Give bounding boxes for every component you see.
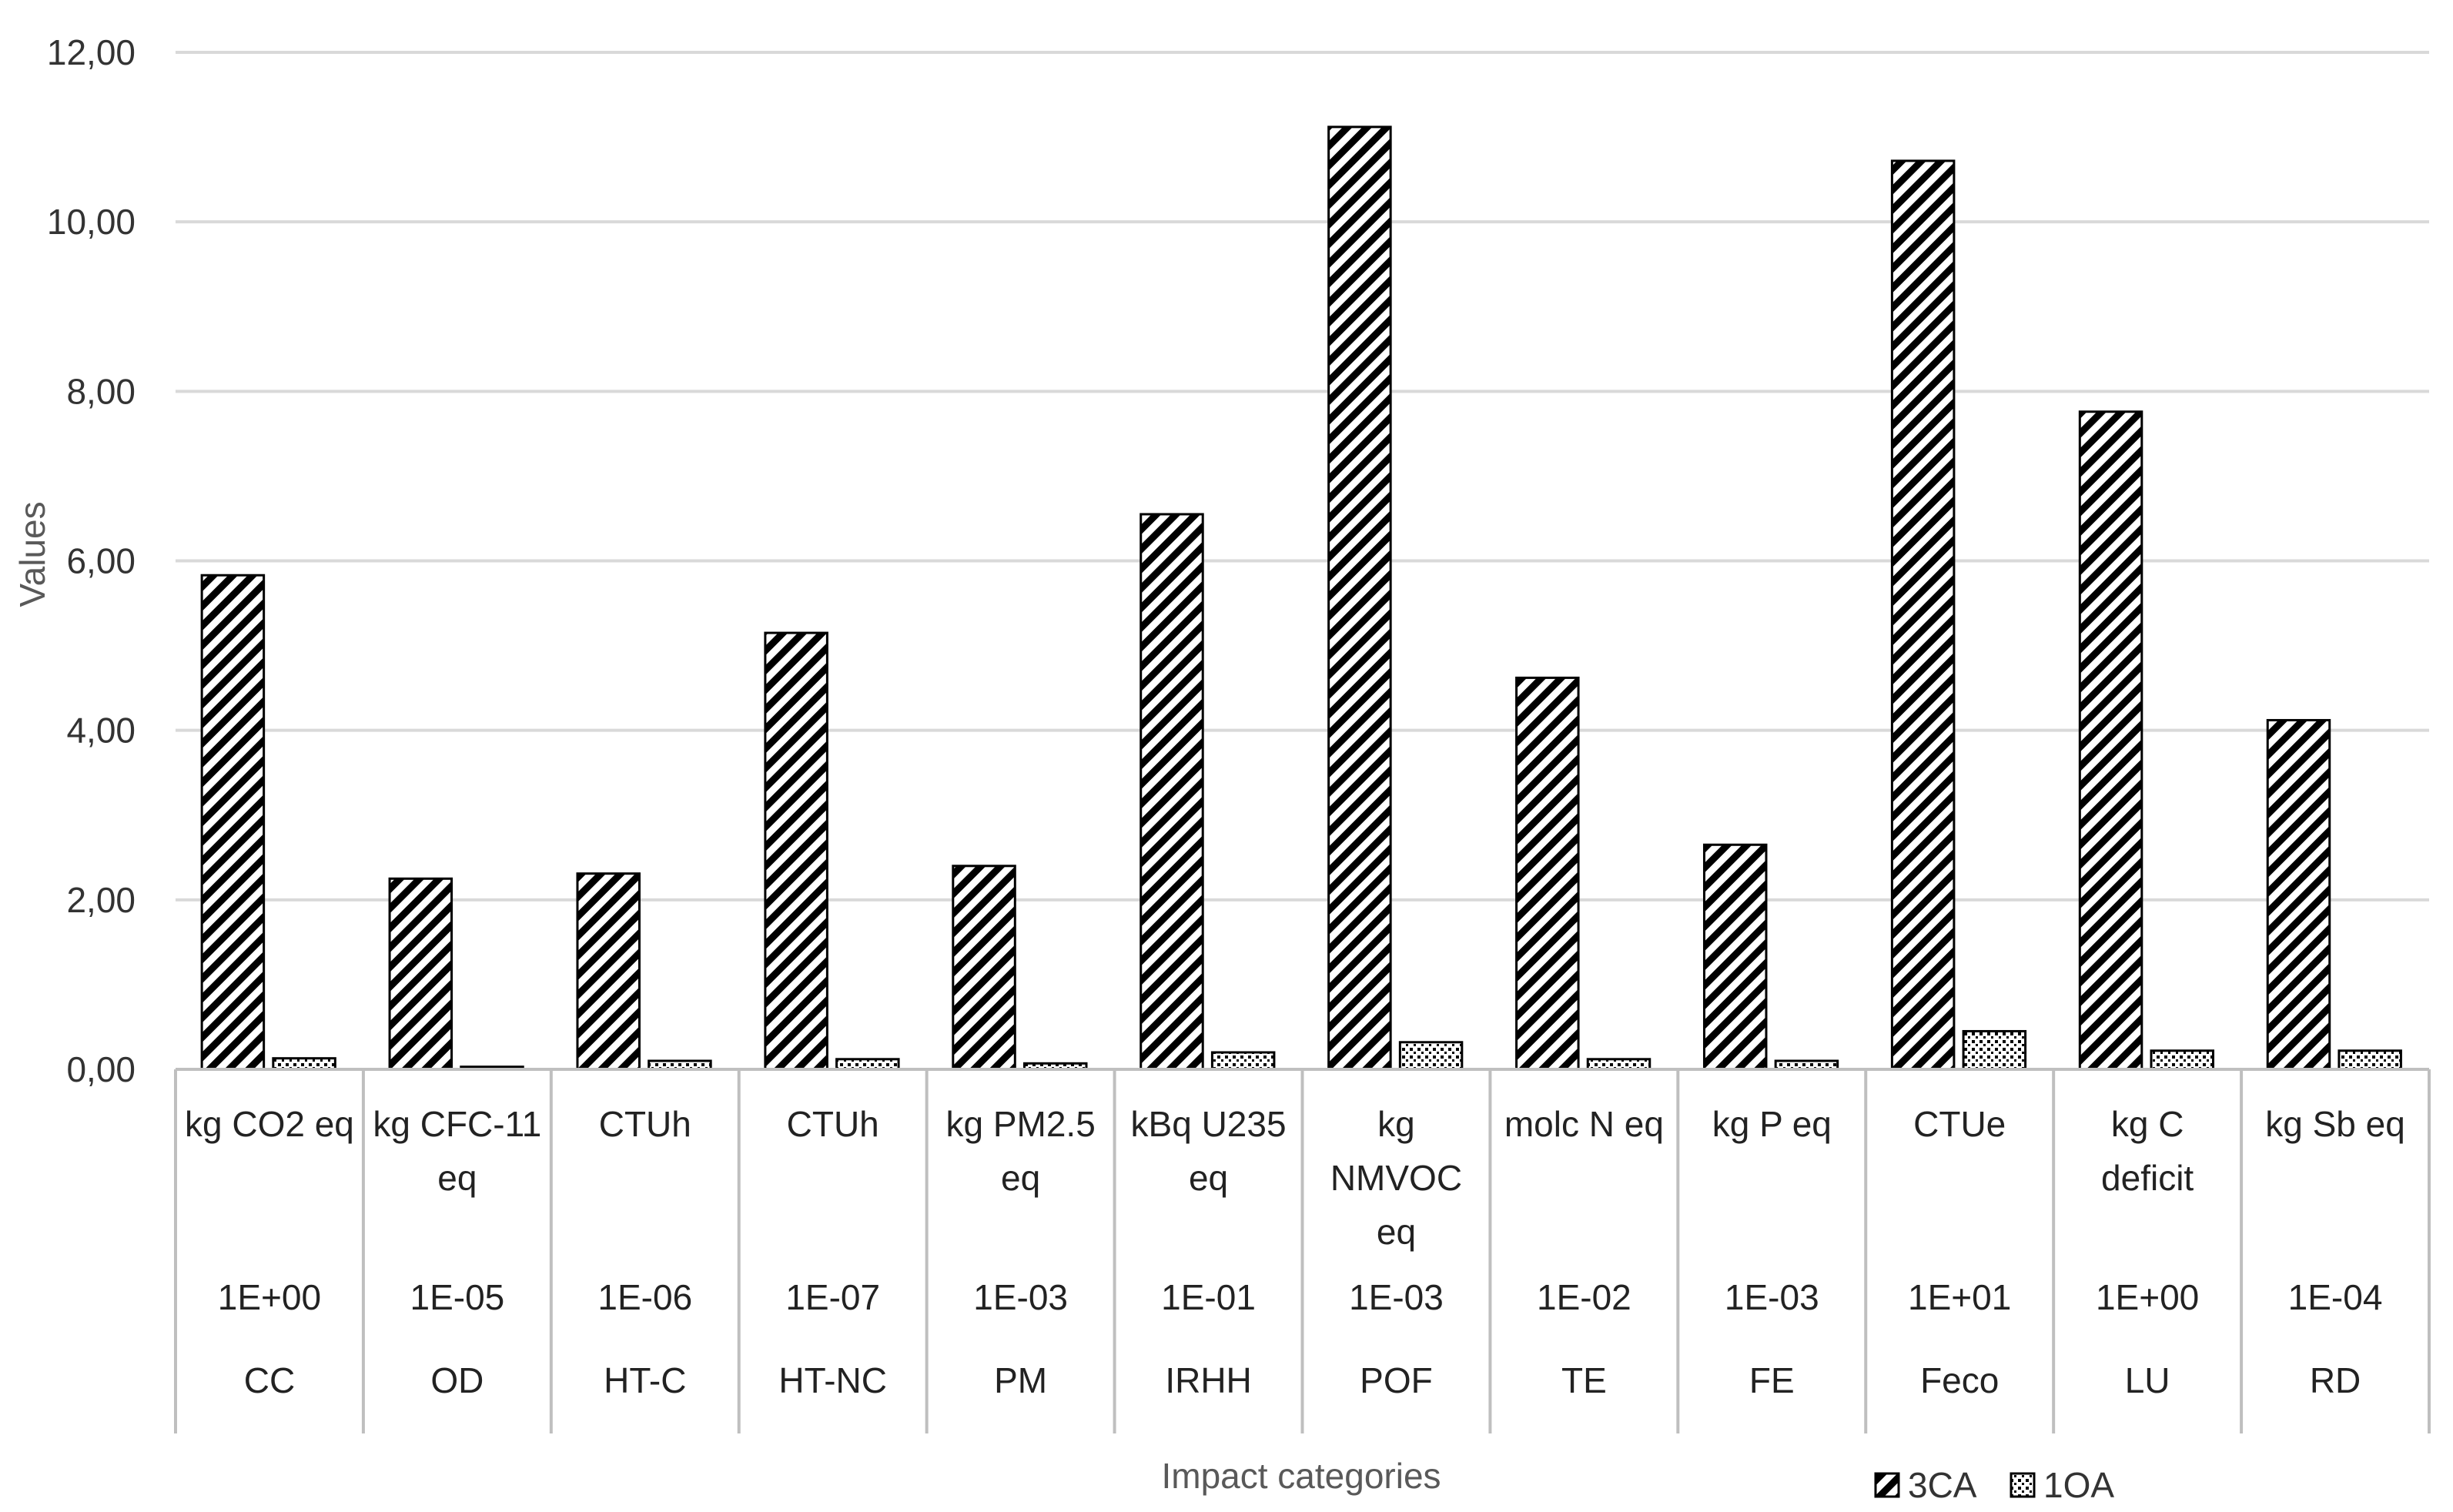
category-scale-label: 1E-01 [1161, 1277, 1256, 1317]
category-unit-label: kg C [2111, 1104, 2184, 1144]
category-unit-label: kg CFC-11 [373, 1104, 541, 1144]
category-scale-label: 1E-05 [410, 1277, 505, 1317]
category-code-label: TE [1561, 1360, 1607, 1400]
category-code-label: Feco [1920, 1360, 1999, 1400]
bar-3CA-TE [1515, 676, 1580, 1071]
category-axis: kg CO2 eq 1E+00 CC kg CFC-11 eq 1E-05 OD CTUh 1E… [174, 1068, 2431, 1433]
category-unit-label: kg Sb eq [2265, 1104, 2405, 1144]
category-unit-label: kg CO2 eq [185, 1104, 354, 1144]
y-tick-label: 4,00 [66, 711, 136, 751]
y-tick-label: 12,00 [47, 32, 136, 72]
bars [200, 125, 2402, 1071]
category-unit-label: molc N eq [1504, 1104, 1664, 1144]
y-axis-tick-labels: 0,00 2,00 4,00 6,00 8,00 10,00 12,00 [47, 32, 136, 1089]
category-unit-label: kg PM2.5 [945, 1104, 1095, 1144]
bar-3CA-PM [952, 865, 1016, 1071]
x-axis-title: Impact categories [1161, 1456, 1441, 1496]
category-unit-label: eq [1377, 1212, 1416, 1252]
category-scale-label: 1E-07 [785, 1277, 880, 1317]
category-scale-label: 1E-03 [973, 1277, 1068, 1317]
legend: 3CA 1OA [1874, 1465, 2114, 1505]
legend-label-3CA: 3CA [1908, 1465, 1977, 1505]
category-code-label: OD [430, 1360, 484, 1400]
y-axis-title: Values [12, 501, 52, 607]
category-scale-label: 1E-04 [2288, 1277, 2383, 1317]
y-tick-label: 2,00 [66, 880, 136, 920]
category-scale-label: 1E-06 [597, 1277, 692, 1317]
bar-3CA-LU [2078, 410, 2143, 1071]
category-unit-label: CTUh [787, 1104, 879, 1144]
y-tick-label: 8,00 [66, 371, 136, 411]
bar-1OA-IRHH [1210, 1051, 1276, 1071]
bar-1OA-POF [1398, 1041, 1464, 1071]
bar-1OA-RD [2338, 1049, 2402, 1071]
category-unit-label: kBq U235 [1131, 1104, 1287, 1144]
bar-3CA-HT-NC [764, 631, 828, 1071]
category-code-label: IRHH [1165, 1360, 1251, 1400]
category-unit-label: CTUe [1913, 1104, 2006, 1144]
category-code-label: FE [1749, 1360, 1795, 1400]
bar-3CA-RD [2266, 718, 2331, 1071]
category-unit-label: eq [1001, 1158, 1040, 1198]
legend-swatch-3CA [1874, 1472, 1900, 1498]
legend-label-1OA: 1OA [2043, 1465, 2114, 1505]
category-scale-label: 1E+01 [1908, 1277, 2011, 1317]
category-code-label: POF [1360, 1360, 1433, 1400]
category-code-label: PM [994, 1360, 1047, 1400]
category-scale-label: 1E+00 [218, 1277, 321, 1317]
category-unit-label: deficit [2101, 1158, 2194, 1198]
category-scale-label: 1E-02 [1537, 1277, 1631, 1317]
category-scale-label: 1E-03 [1725, 1277, 1819, 1317]
category-scale-label: 1E+00 [2096, 1277, 2199, 1317]
category-unit-label: CTUh [599, 1104, 691, 1144]
y-tick-label: 0,00 [66, 1049, 136, 1089]
bar-3CA-HT-C [576, 872, 641, 1071]
bar-3CA-IRHH [1139, 513, 1204, 1071]
bar-3CA-Feco [1890, 159, 1956, 1071]
category-code-label: CC [244, 1360, 295, 1400]
y-tick-label: 10,00 [47, 202, 136, 242]
category-unit-label: NMVOC [1330, 1158, 1462, 1198]
category-unit-label: eq [437, 1158, 477, 1198]
category-scale-label: 1E-03 [1349, 1277, 1444, 1317]
bar-3CA-OD [388, 877, 453, 1071]
y-tick-label: 6,00 [66, 541, 136, 581]
category-code-label: HT-NC [778, 1360, 887, 1400]
category-unit-label: eq [1189, 1158, 1228, 1198]
bar-3CA-FE [1702, 843, 1768, 1071]
category-code-label: HT-C [604, 1360, 686, 1400]
gridlines [176, 51, 2429, 902]
bar-3CA-CC [200, 574, 266, 1071]
category-unit-label: kg P eq [1712, 1104, 1832, 1144]
category-unit-label: kg [1377, 1104, 1415, 1144]
bar-3CA-POF [1327, 125, 1392, 1071]
bar-1OA-LU [2150, 1049, 2214, 1071]
category-code-label: RD [2310, 1360, 2361, 1400]
category-code-label: LU [2125, 1360, 2170, 1400]
bar-1OA-CC [272, 1057, 336, 1071]
legend-swatch-1OA [2010, 1472, 2036, 1498]
bar-1OA-Feco [1962, 1029, 2027, 1071]
